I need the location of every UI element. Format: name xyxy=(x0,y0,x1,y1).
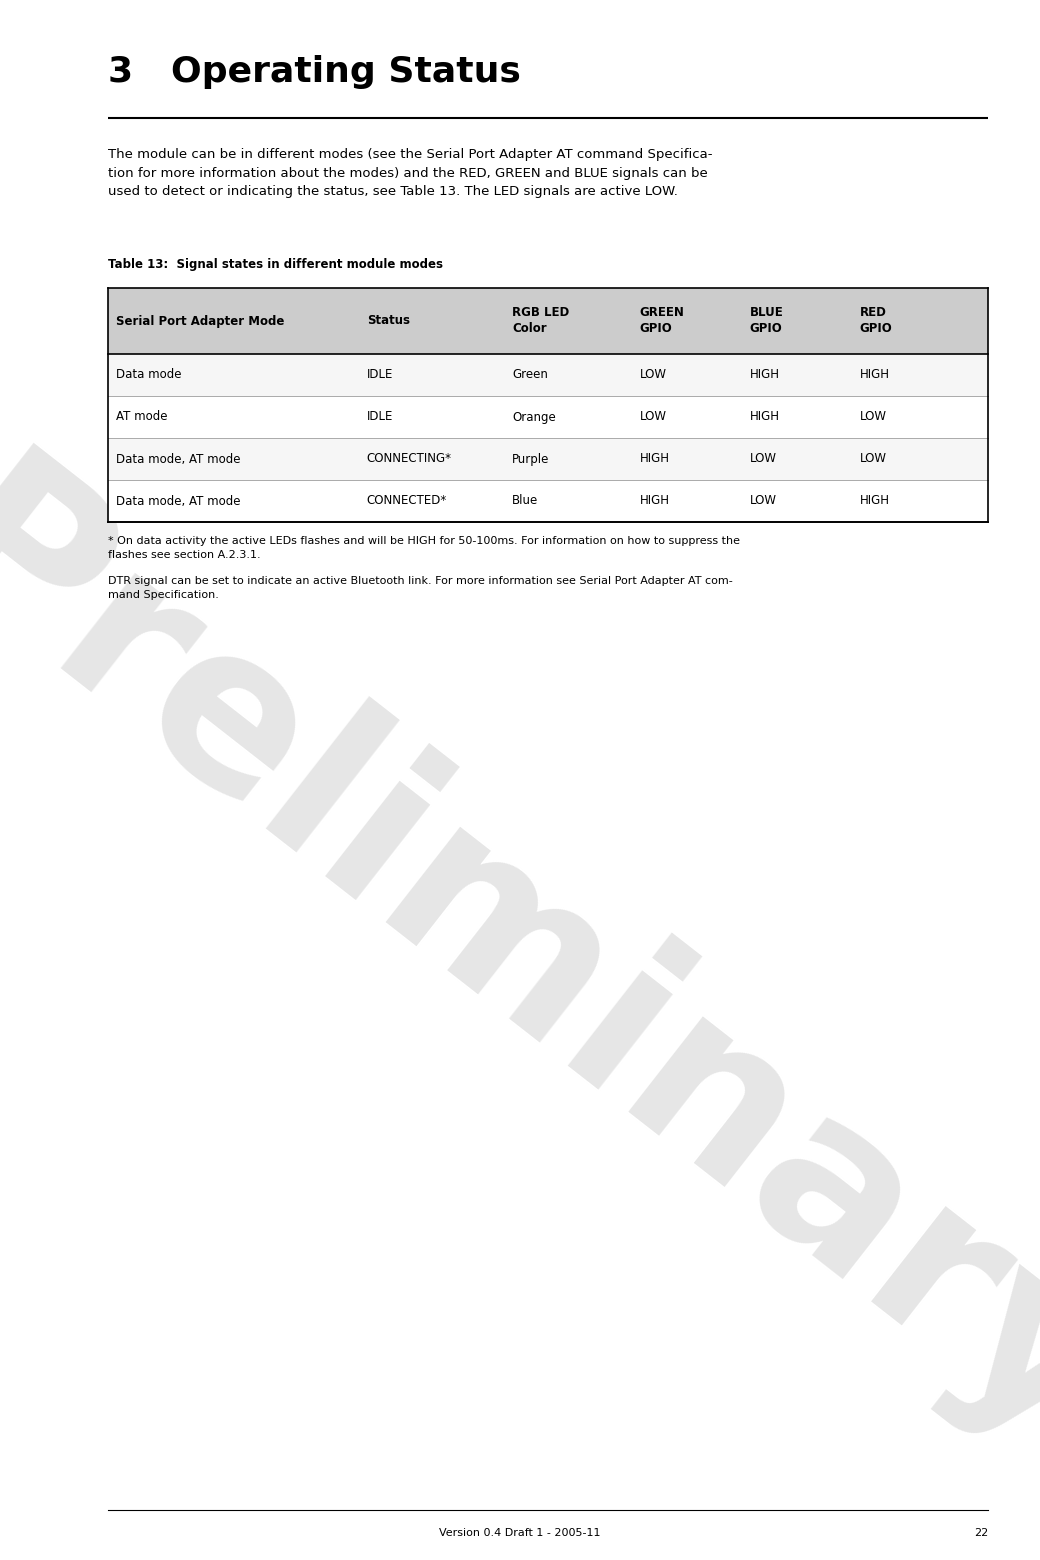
Text: Version 0.4 Draft 1 - 2005-11: Version 0.4 Draft 1 - 2005-11 xyxy=(439,1527,601,1538)
Text: Blue: Blue xyxy=(512,495,539,507)
Text: 22: 22 xyxy=(973,1527,988,1538)
Bar xyxy=(108,438,988,480)
Text: 3   Operating Status: 3 Operating Status xyxy=(108,55,521,89)
Text: HIGH: HIGH xyxy=(640,495,670,507)
Text: LOW: LOW xyxy=(640,410,667,423)
Text: HIGH: HIGH xyxy=(860,368,889,382)
Text: Serial Port Adapter Mode: Serial Port Adapter Mode xyxy=(116,315,284,328)
Text: GREEN
GPIO: GREEN GPIO xyxy=(640,306,684,335)
Text: LOW: LOW xyxy=(640,368,667,382)
Text: HIGH: HIGH xyxy=(750,368,780,382)
Text: Table 13:  Signal states in different module modes: Table 13: Signal states in different mod… xyxy=(108,257,443,271)
Text: Orange: Orange xyxy=(512,410,555,423)
Text: AT mode: AT mode xyxy=(116,410,167,423)
Text: LOW: LOW xyxy=(750,452,777,465)
Bar xyxy=(108,480,988,523)
Bar xyxy=(108,354,988,396)
Text: LOW: LOW xyxy=(750,495,777,507)
Text: LOW: LOW xyxy=(860,410,886,423)
Text: The module can be in different modes (see the Serial Port Adapter AT command Spe: The module can be in different modes (se… xyxy=(108,148,712,198)
Bar xyxy=(108,396,988,438)
Text: IDLE: IDLE xyxy=(367,368,393,382)
Text: HIGH: HIGH xyxy=(640,452,670,465)
Text: Preliminary: Preliminary xyxy=(0,437,1040,1498)
Text: Data mode: Data mode xyxy=(116,368,182,382)
Text: Data mode, AT mode: Data mode, AT mode xyxy=(116,495,240,507)
Text: Data mode, AT mode: Data mode, AT mode xyxy=(116,452,240,465)
Text: IDLE: IDLE xyxy=(367,410,393,423)
Text: LOW: LOW xyxy=(860,452,886,465)
Text: Status: Status xyxy=(367,315,410,328)
Text: Purple: Purple xyxy=(512,452,549,465)
Text: RED
GPIO: RED GPIO xyxy=(860,306,892,335)
Text: HIGH: HIGH xyxy=(750,410,780,423)
Text: CONNECTING*: CONNECTING* xyxy=(367,452,451,465)
Text: * On data activity the active LEDs flashes and will be HIGH for 50-100ms. For in: * On data activity the active LEDs flash… xyxy=(108,537,740,560)
Text: Green: Green xyxy=(512,368,548,382)
Text: HIGH: HIGH xyxy=(860,495,889,507)
Bar xyxy=(108,289,988,354)
Text: BLUE
GPIO: BLUE GPIO xyxy=(750,306,783,335)
Text: RGB LED
Color: RGB LED Color xyxy=(512,306,569,335)
Text: CONNECTED*: CONNECTED* xyxy=(367,495,447,507)
Text: DTR signal can be set to indicate an active Bluetooth link. For more information: DTR signal can be set to indicate an act… xyxy=(108,576,733,601)
